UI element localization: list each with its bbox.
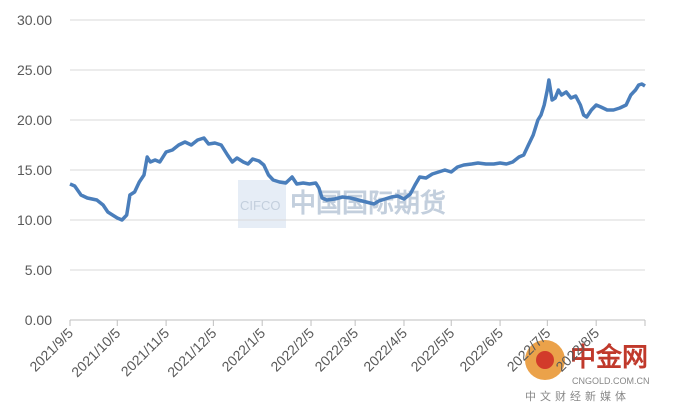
watermark: CIFCO <box>240 198 280 213</box>
watermark: 中金网 <box>570 342 648 372</box>
x-tick-label: 2022/1/5 <box>218 325 268 375</box>
x-tick-label: 2022/6/5 <box>456 325 506 375</box>
x-tick-label: 2021/10/5 <box>68 325 124 381</box>
y-tick-label: 20.00 <box>17 112 52 128</box>
x-tick-label: 2022/2/5 <box>267 325 317 375</box>
y-tick-label: 15.00 <box>17 162 52 178</box>
y-tick-label: 5.00 <box>25 262 52 278</box>
y-tick-label: 0.00 <box>25 312 52 328</box>
logo <box>536 351 554 369</box>
y-tick-label: 30.00 <box>17 12 52 28</box>
y-tick-label: 25.00 <box>17 62 52 78</box>
watermark: CNGOLD.COM.CN <box>572 376 650 386</box>
line <box>69 78 646 222</box>
x-tick-label: 2022/4/5 <box>360 325 410 375</box>
y-tick-label: 10.00 <box>17 212 52 228</box>
x-tick-label: 2021/11/5 <box>118 325 173 380</box>
x-tick-label: 2022/3/5 <box>311 325 361 375</box>
x-tick-label: 2022/5/5 <box>408 325 458 375</box>
watermark: 中文财经新媒体 <box>525 389 630 403</box>
x-tick-label: 2021/12/5 <box>164 325 220 381</box>
